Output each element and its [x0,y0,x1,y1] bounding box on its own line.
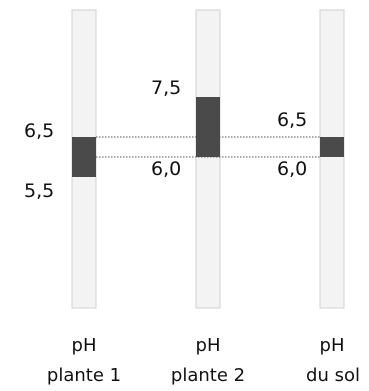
plante-1-high-label: 6,5 [24,120,55,142]
caption-sol-line1: pH [319,335,345,356]
track-sol [319,9,345,309]
plante-1-low-label: 5,5 [24,180,55,202]
plante-2-high-label: 7,5 [151,77,182,99]
track-plante-2 [195,9,221,309]
range-bar-plante-2 [196,97,220,157]
caption-plante-1-line1: pH [71,335,97,356]
caption-plante-1-line2: plante 1 [46,365,122,386]
caption-plante-2-line1: pH [195,335,221,356]
caption-plante-2-line2: plante 2 [170,365,246,386]
sol-high-label: 6,5 [277,109,308,131]
caption-sol-line2: du sol [306,365,360,386]
plante-2-low-label: 6,0 [151,158,182,180]
range-bar-sol [320,137,344,157]
sol-low-label: 6,0 [277,158,308,180]
range-bar-plante-1 [72,137,96,177]
